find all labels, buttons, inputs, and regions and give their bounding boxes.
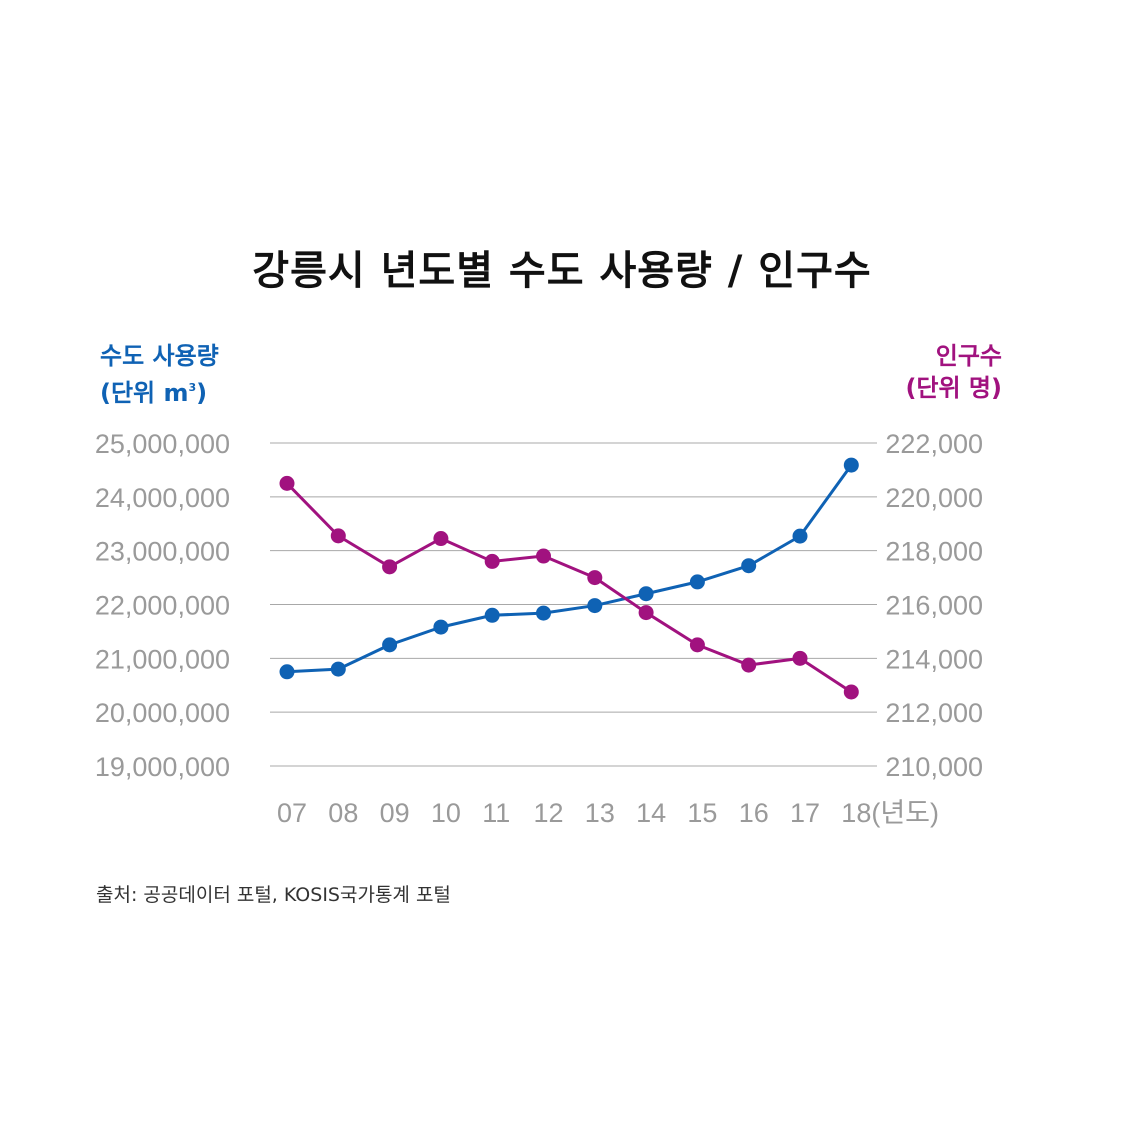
left-axis-unit-suffix: ) [196, 379, 208, 407]
right-axis-tick-label: 210,000 [885, 752, 983, 782]
x-axis-tick-label: 15 [687, 798, 717, 828]
right-axis-title: 인구수 (단위 명) [905, 340, 1002, 404]
x-axis-tick-label: 17 [790, 798, 820, 828]
population-data-point [689, 637, 705, 653]
left-axis-tick-label: 20,000,000 [95, 698, 230, 728]
water-usage-data-point [536, 605, 551, 621]
left-axis-unit-sup: 3 [188, 381, 197, 394]
water-usage-data-point [587, 598, 603, 614]
right-axis-tick-label: 220,000 [885, 483, 983, 513]
left-axis-tick-label: 25,000,000 [95, 429, 230, 459]
right-axis-tick-label: 218,000 [885, 537, 983, 567]
right-axis-title-line1: 인구수 [935, 342, 1002, 370]
left-axis-tick-label: 24,000,000 [95, 483, 230, 513]
water-usage-data-point [279, 664, 295, 680]
water-usage-data-point [330, 661, 346, 677]
population-data-point [741, 657, 757, 673]
right-axis-tick-label: 216,000 [885, 591, 983, 621]
water-usage-data-point [638, 586, 654, 602]
population-data-point [484, 553, 500, 569]
left-axis-tick-label: 21,000,000 [95, 644, 230, 674]
population-data-point [382, 559, 398, 575]
x-axis-tick-label: 12 [534, 798, 564, 828]
x-axis-tick-label: 07 [277, 798, 307, 828]
water-usage-data-point [433, 619, 449, 635]
x-axis-tick-label: 10 [431, 798, 461, 828]
population-series-line [285, 482, 853, 694]
water-usage-data-point [792, 528, 808, 544]
water-usage-data-point [484, 607, 500, 623]
x-axis-tick-label: 18(년도) [841, 798, 939, 828]
x-axis-tick-label: 08 [328, 798, 358, 828]
left-axis-title: 수도 사용량 (단위 m3) [100, 340, 219, 409]
water-usage-data-point [689, 574, 705, 590]
x-axis-tick-label: 11 [482, 798, 510, 828]
right-axis-tick-label: 222,000 [885, 429, 983, 459]
water-usage-series-line [286, 464, 853, 674]
x-axis-tick-label: 16 [739, 798, 769, 828]
population-data-point [792, 650, 808, 666]
right-axis-tick-label: 212,000 [885, 698, 983, 728]
population-data-point [279, 475, 295, 491]
population-data-point [330, 528, 346, 544]
water-usage-data-point [382, 637, 398, 653]
left-axis-title-line1: 수도 사용량 [100, 342, 219, 370]
right-axis-tick-label: 214,000 [885, 644, 983, 674]
population-data-point [843, 684, 859, 700]
x-axis-tick-label: 14 [636, 798, 666, 828]
chart-title: 강릉시 년도별 수도 사용량 / 인구수 [252, 248, 872, 294]
x-axis-tick-label: 09 [380, 798, 410, 828]
population-data-point [536, 548, 551, 564]
water-usage-data-point [741, 558, 757, 574]
x-axis-tick-label: 13 [585, 798, 615, 828]
population-data-point [587, 570, 603, 586]
population-data-point [638, 605, 654, 621]
left-axis-tick-label: 23,000,000 [95, 537, 230, 567]
left-axis-unit-prefix: (단위 m [100, 379, 189, 407]
left-axis-tick-label: 22,000,000 [95, 591, 230, 621]
left-axis-tick-label: 19,000,000 [95, 752, 230, 782]
water-usage-data-point [843, 457, 859, 473]
source-note: 출처: 공공데이터 포털, KOSIS국가통계 포털 [96, 884, 451, 906]
population-data-point [433, 531, 449, 547]
left-axis-title-line2: (단위 m3) [100, 372, 219, 409]
right-axis-title-line2: (단위 명) [905, 374, 1002, 402]
